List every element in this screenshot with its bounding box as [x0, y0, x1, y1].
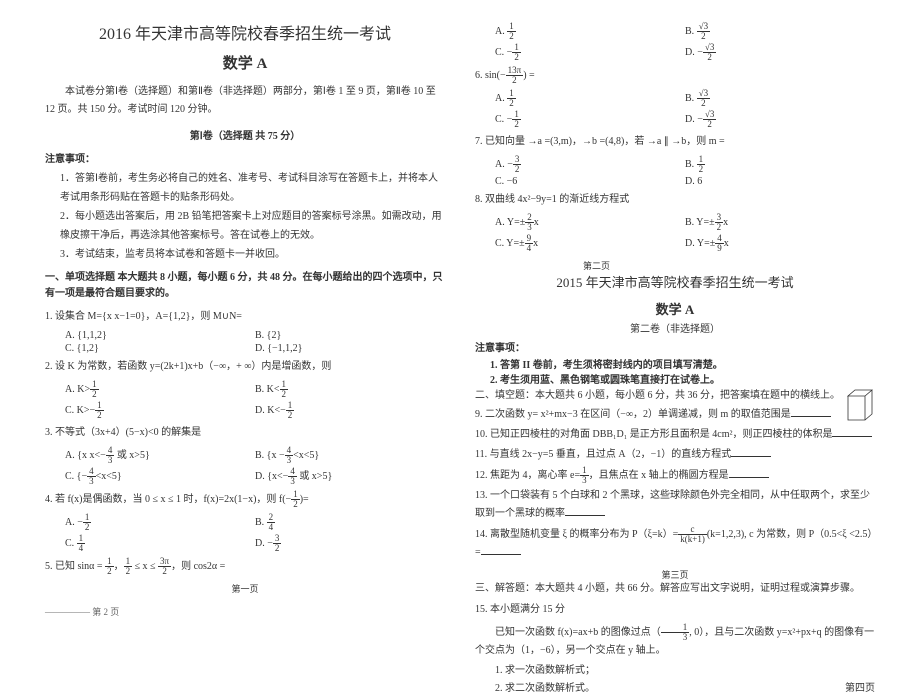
q3: 3. 不等式（3x+4）(5−x)<0 的解集是 [45, 424, 445, 442]
q5-c: C. −12 [495, 43, 685, 62]
q4-a: A. −12 [65, 513, 255, 532]
right-column: A. 12 B. √32 C. −12 D. −√32 6. sin(−13π2… [460, 20, 890, 631]
q5-b: B. √32 [685, 22, 875, 41]
section-b-title: 二、填空题：本大题共 6 小题，每小题 6 分，共 36 分，把答案填在题中的横… [475, 388, 875, 404]
q7: 7. 已知向量 →a =(3,m)，→b =(4,8)，若 →a ∥ →b，则 … [475, 133, 875, 151]
q2-d: D. K<−12 [255, 401, 445, 420]
q3-options: A. {x x<−43 或 x>5} B. {x −43<x<5} [45, 446, 445, 465]
notice2-1: 1. 答第 II 卷前，考生须将密封线内的项目填写清楚。 [475, 358, 875, 373]
q8-b: B. Y=±32x [685, 213, 875, 232]
q5-options-2: C. −12 D. −√32 [475, 43, 875, 62]
subject-title-2: 数学 A [475, 299, 875, 318]
q7-c: C. −6 [495, 176, 685, 187]
intro-text: 本试卷分第Ⅰ卷（选择题）和第Ⅱ卷（非选择题）两部分，第Ⅰ卷 1 至 9 页，第Ⅱ… [45, 83, 445, 119]
prism-icon [845, 388, 875, 423]
q6-c: C. −12 [495, 110, 685, 129]
q6-d: D. −√32 [685, 110, 875, 129]
page1-marker: 第一页 [45, 582, 445, 595]
q6-options-2: C. −12 D. −√32 [475, 110, 875, 129]
q4-options: A. −12 B. 24 [45, 513, 445, 532]
q12: 12. 焦距为 4，离心率 e=13，且焦点在 x 轴上的椭圆方程是 [475, 466, 875, 485]
q8-d: D. Y=±49x [685, 234, 875, 253]
q11: 11. 与直线 2x−y=5 垂直，且过点 A（2，−1）的直线方程式 [475, 446, 875, 464]
notice2-2: 2. 考生须用蓝、黑色钢笔或圆珠笔直接打在试卷上。 [475, 373, 875, 388]
q1-d: D. {−1,1,2} [255, 343, 445, 354]
section-c-title: 三、解答题：本大题共 4 小题，共 66 分。解答应写出文字说明，证明过程或演算… [475, 581, 875, 597]
q13: 13. 一个口袋装有 5 个白球和 2 个黑球，这些球除颜色外完全相同，从中任取… [475, 487, 875, 523]
q1-c: C. {1,2} [65, 343, 255, 354]
q7-b: B. 12 [685, 155, 875, 174]
q6-b: B. √32 [685, 89, 875, 108]
q14: 14. 离散型随机变量 ξ 的概率分布为 P（ξ=k）=ck(k+1)(k=1,… [475, 525, 875, 562]
q3-options-2: C. {−43<x<5} D. {x<−43 或 x>5} [45, 467, 445, 486]
q9: 9. 二次函数 y= x²+mx−3 在区间（−∞，2）单调递减，则 m 的取值… [475, 406, 875, 424]
q4-c: C. 14 [65, 534, 255, 553]
q6-options: A. 12 B. √32 [475, 89, 875, 108]
page-footer-left: ————— 第 2 页 [45, 605, 445, 618]
q1-a: A. {1,1,2} [65, 330, 255, 341]
q7-options-2: C. −6 D. 6 [475, 176, 875, 187]
q4-b: B. 24 [255, 513, 445, 532]
q2-options: A. K>12 B. K<12 [45, 380, 445, 399]
q7-options: A. −32 B. 12 [475, 155, 875, 174]
q3-b: B. {x −43<x<5} [255, 446, 445, 465]
q8-c: C. Y=±94x [495, 234, 685, 253]
page3-marker: 第三页 [475, 568, 875, 581]
q1-options: A. {1,1,2} B. {2} [45, 330, 445, 341]
page2-marker: 第二页 [475, 259, 875, 272]
q8: 8. 双曲线 4x²−9y=1 的渐近线方程式 [475, 191, 875, 209]
q5-a: A. 12 [495, 22, 685, 41]
q2: 2. 设 K 为常数，若函数 y=(2k+1)x+b（−∞，+ ∞）内是增函数，… [45, 358, 445, 376]
left-column: 2016 年天津市高等院校春季招生统一考试 数学 A 本试卷分第Ⅰ卷（选择题）和… [30, 20, 460, 631]
q3-c: C. {−43<x<5} [65, 467, 255, 486]
q1-options-2: C. {1,2} D. {−1,1,2} [45, 343, 445, 354]
q1: 1. 设集合 M={x x−1=0}，A={1,2}，则 M∪N= [45, 308, 445, 326]
q7-a: A. −32 [495, 155, 685, 174]
q6-a: A. 12 [495, 89, 685, 108]
q3-a: A. {x x<−43 或 x>5} [65, 446, 255, 465]
part1-header: 第Ⅰ卷（选择题 共 75 分） [45, 127, 445, 142]
notice-heading-2: 注意事项： [475, 339, 875, 354]
q5: 5. 已知 sinα = 12，12 ≤ x ≤ 3π2，则 cos2α = [45, 557, 445, 576]
q2-c: C. K>−12 [65, 401, 255, 420]
q10: 10. 已知正四棱柱的对角面 DBB₁D₁ 是正方形且面积是 4cm²，则正四棱… [475, 426, 875, 444]
q15-body: 已知一次函数 f(x)=ax+b 的图像过点（13, 0），且与二次函数 y=x… [475, 623, 875, 660]
part2-header: 第二卷（非选择题） [475, 320, 875, 335]
q2-a: A. K>12 [65, 380, 255, 399]
q3-d: D. {x<−43 或 x>5} [255, 467, 445, 486]
notice-3: 3．考试结束，监考员将本试卷和答题卡一并收回。 [45, 245, 445, 264]
q7-d: D. 6 [685, 176, 875, 187]
q6: 6. sin(−13π2) = [475, 66, 875, 85]
frac-half-icon: 12 [90, 380, 99, 399]
q8-a: A. Y=±23x [495, 213, 685, 232]
q8-options: A. Y=±23x B. Y=±32x [475, 213, 875, 232]
q5-d: D. −√32 [685, 43, 875, 62]
q15-sub1: 1. 求一次函数解析式； [475, 662, 875, 680]
page4-marker: 第四页 [845, 680, 875, 698]
q8-options-2: C. Y=±94x D. Y=±49x [475, 234, 875, 253]
q5-options: A. 12 B. √32 [475, 22, 875, 41]
blank-icon [791, 416, 831, 417]
subject-title: 数学 A [45, 52, 445, 73]
q2-options-2: C. K>−12 D. K<−12 [45, 401, 445, 420]
notice-2: 2．每小题选出答案后，用 2B 铅笔把答案卡上对应题目的答案标号涂黑。如需改动，… [45, 207, 445, 245]
q1-b: B. {2} [255, 330, 445, 341]
q15: 15. 本小题满分 15 分 [475, 601, 875, 619]
q4-options-2: C. 14 D. −32 [45, 534, 445, 553]
q4: 4. 若 f(x)是偶函数，当 0 ≤ x ≤ 1 时，f(x)=2x(1−x)… [45, 490, 445, 509]
exam-title-2: 2015 年天津市高等院校春季招生统一考试 [475, 272, 875, 291]
q4-d: D. −32 [255, 534, 445, 553]
exam-title: 2016 年天津市高等院校春季招生统一考试 [45, 20, 445, 44]
q2-b: B. K<12 [255, 380, 445, 399]
section-a-title: 一、单项选择题 本大题共 8 小题，每小题 6 分，共 48 分。在每小题给出的… [45, 270, 445, 302]
q15-sub2: 2. 求二次函数解析式。第四页 [475, 680, 875, 698]
notice-1: 1．答第Ⅰ卷前，考生务必将自己的姓名、准考号、考试科目涂写在答题卡上，并将本人考… [45, 169, 445, 207]
notice-heading: 注意事项： [45, 150, 445, 165]
